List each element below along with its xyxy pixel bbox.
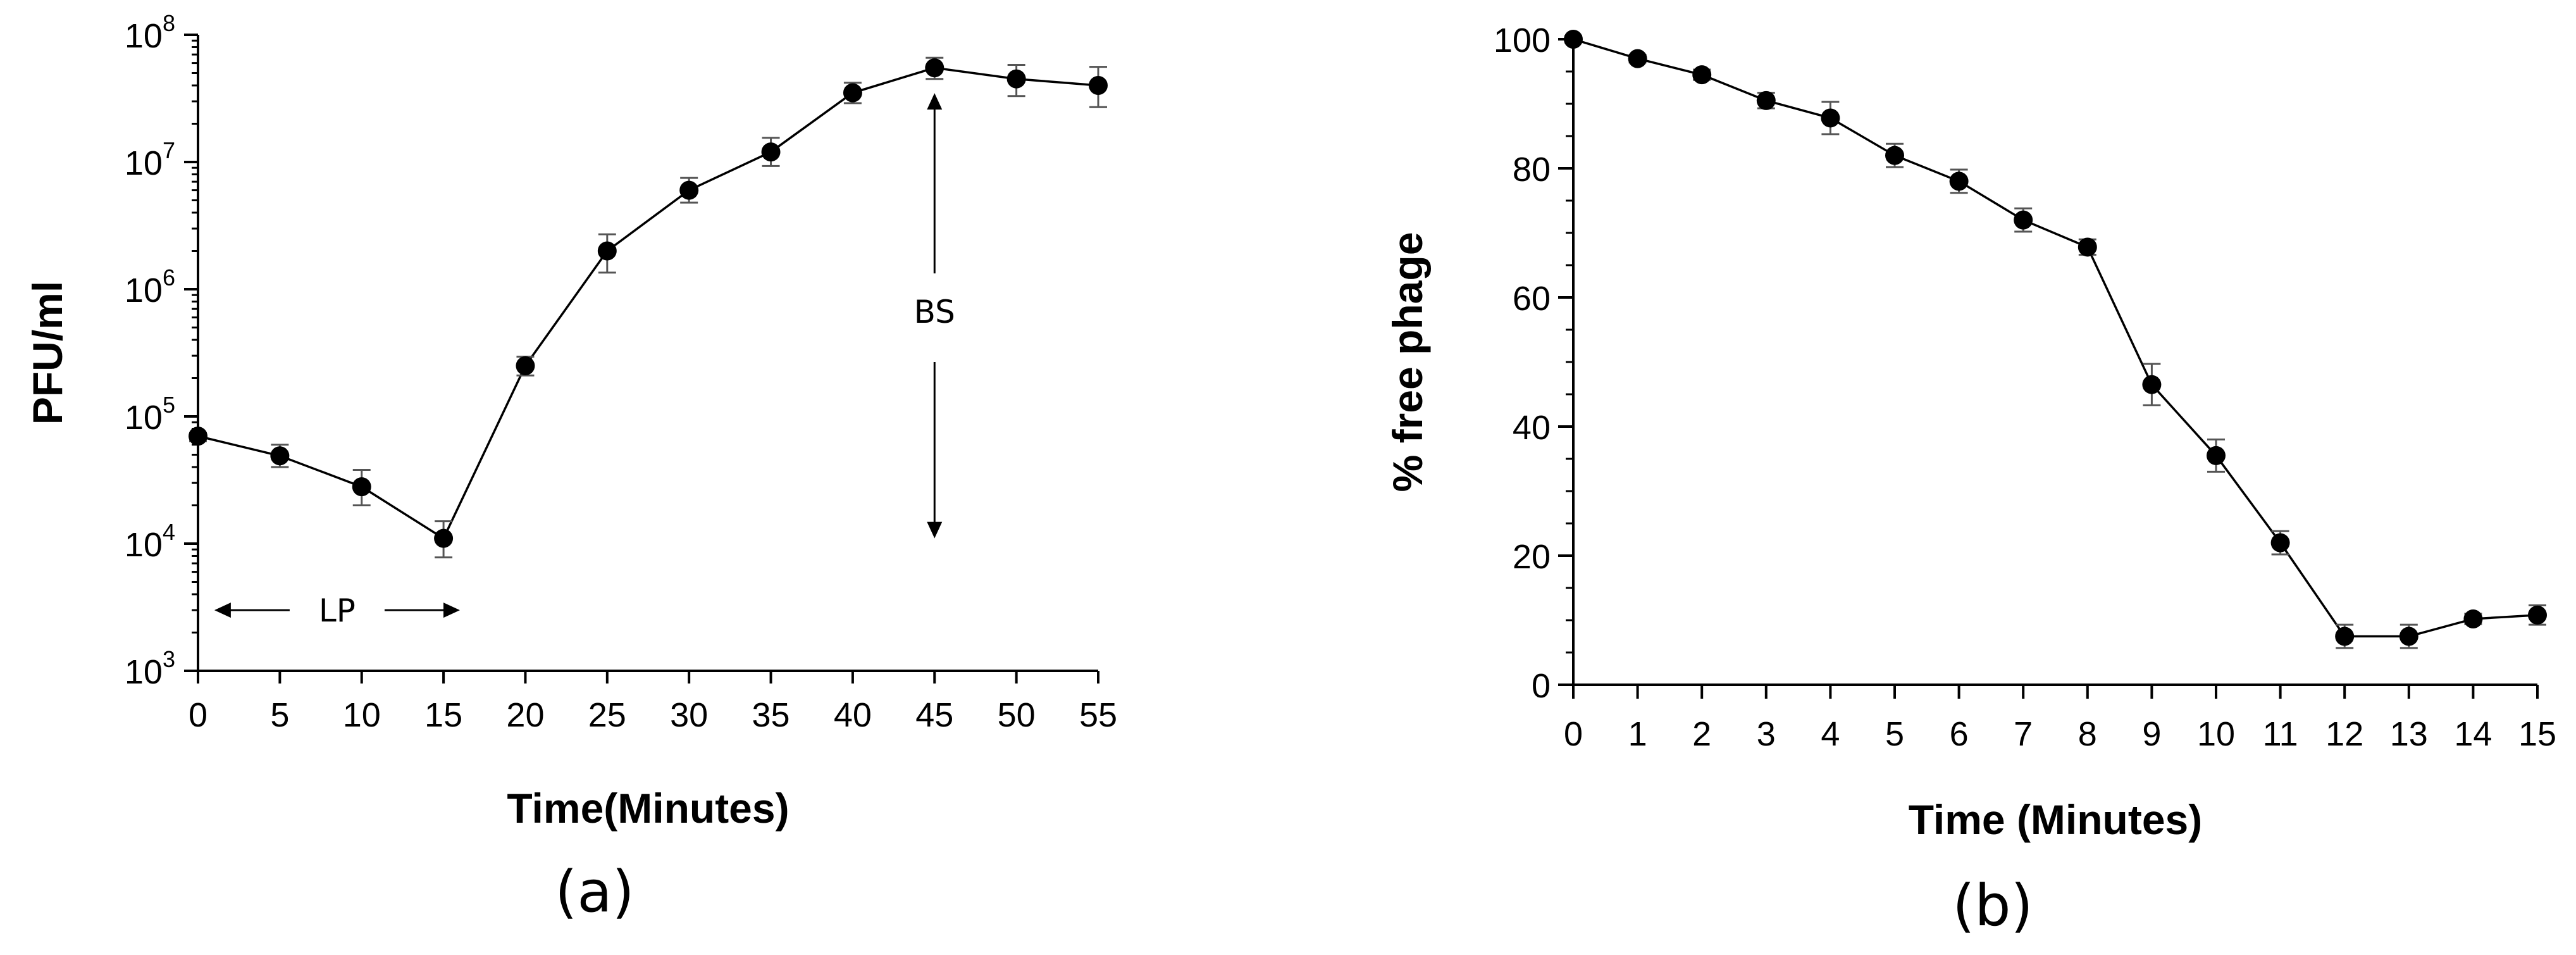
data-point xyxy=(2399,627,2418,646)
data-point xyxy=(352,477,371,497)
y-tick-label: 60 xyxy=(1513,280,1551,318)
x-tick-label: 3 xyxy=(1757,715,1776,753)
x-tick-label: 10 xyxy=(343,696,381,734)
x-tick-label: 2 xyxy=(1692,715,1711,753)
x-tick-label: 45 xyxy=(915,696,953,734)
data-point xyxy=(761,142,781,162)
y-tick-base: 10 xyxy=(125,17,163,55)
lp-arrow-left-head xyxy=(214,602,231,618)
data-point xyxy=(2335,627,2355,646)
bs-annotation-label: BS xyxy=(914,294,955,330)
data-point xyxy=(1006,69,1026,89)
data-point xyxy=(679,180,699,200)
data-point xyxy=(434,528,454,548)
y-tick-base: 10 xyxy=(125,526,163,564)
x-tick-label: 15 xyxy=(424,696,462,734)
data-point xyxy=(1564,30,1583,49)
data-point xyxy=(2207,446,2226,465)
data-point xyxy=(1949,172,1969,191)
x-axis-title: Time(Minutes) xyxy=(507,785,789,832)
data-point xyxy=(1628,49,1647,68)
data-point xyxy=(2528,605,2547,625)
y-tick-base: 10 xyxy=(125,144,163,182)
data-point xyxy=(2014,210,2033,230)
x-tick-label: 0 xyxy=(189,696,207,734)
data-point xyxy=(1821,108,1840,128)
y-tick-label: 107 xyxy=(125,137,175,182)
y-tick-label: 103 xyxy=(125,646,175,691)
y-tick-exponent: 6 xyxy=(163,265,175,290)
x-tick-label: 13 xyxy=(2390,715,2428,753)
x-tick-label: 5 xyxy=(1885,715,1904,753)
data-point xyxy=(1692,65,1712,85)
panel-label-b: (b) xyxy=(1952,873,2033,939)
y-tick-label: 106 xyxy=(125,265,175,309)
y-tick-label: 108 xyxy=(125,10,175,55)
x-tick-label: 25 xyxy=(588,696,626,734)
x-tick-label: 0 xyxy=(1564,715,1583,753)
series-line xyxy=(197,66,1099,540)
data-point xyxy=(2463,609,2483,628)
x-tick-label: 1 xyxy=(1628,715,1647,753)
x-tick-label: 7 xyxy=(2014,715,2033,753)
x-tick-label: 4 xyxy=(1821,715,1840,753)
data-point xyxy=(270,446,290,466)
y-tick-base: 10 xyxy=(125,272,163,309)
bs-arrow-down-head xyxy=(927,521,943,539)
x-tick-label: 14 xyxy=(2454,715,2492,753)
y-tick-label: 100 xyxy=(1494,22,1551,59)
lp-annotation-label: LP xyxy=(319,592,356,629)
bs-arrow-up-head xyxy=(927,93,943,110)
y-tick-exponent: 7 xyxy=(163,137,175,163)
series-line xyxy=(1573,38,2538,638)
y-tick-exponent: 5 xyxy=(163,392,175,418)
y-tick-exponent: 4 xyxy=(163,519,175,545)
panel-label-a: (a) xyxy=(555,859,634,925)
y-tick-label: 104 xyxy=(125,519,175,564)
data-point xyxy=(843,83,862,103)
y-axis-title: PFU/ml xyxy=(24,281,71,425)
y-tick-base: 10 xyxy=(125,399,163,437)
data-point xyxy=(2078,237,2097,257)
data-point xyxy=(2142,375,2162,394)
y-tick-base: 10 xyxy=(125,653,163,691)
y-tick-label: 20 xyxy=(1513,538,1551,576)
x-tick-label: 12 xyxy=(2325,715,2363,753)
data-point xyxy=(1756,91,1776,110)
x-tick-label: 10 xyxy=(2197,715,2235,753)
x-tick-label: 30 xyxy=(670,696,708,734)
x-tick-label: 50 xyxy=(998,696,1036,734)
data-point xyxy=(516,356,535,376)
x-tick-label: 8 xyxy=(2078,715,2097,753)
x-axis-title: Time (Minutes) xyxy=(1909,796,2202,843)
y-tick-label: 0 xyxy=(1532,667,1551,705)
data-point xyxy=(189,427,207,446)
chart-panel-a: 0 5 10 15 20 25 30 35 40 45 50 55103104105106107108… xyxy=(24,10,1117,925)
y-tick-label: 40 xyxy=(1513,409,1551,447)
data-point xyxy=(1885,146,1904,165)
x-tick-label: 40 xyxy=(834,696,872,734)
y-axis-title: % free phage xyxy=(1384,232,1431,492)
x-tick-label: 6 xyxy=(1950,715,1969,753)
data-point xyxy=(1089,75,1108,95)
x-tick-label: 5 xyxy=(270,696,289,734)
x-tick-label: 9 xyxy=(2142,715,2161,753)
y-tick-label: 105 xyxy=(125,392,175,437)
y-tick-exponent: 3 xyxy=(163,646,175,672)
lp-arrow-right-head xyxy=(443,602,460,618)
data-point xyxy=(2270,533,2290,552)
data-point xyxy=(597,241,617,261)
data-point xyxy=(925,58,944,78)
y-tick-exponent: 8 xyxy=(163,10,175,36)
x-tick-label: 55 xyxy=(1079,696,1117,734)
x-tick-label: 35 xyxy=(752,696,790,734)
x-tick-label: 11 xyxy=(2263,715,2298,753)
y-tick-label: 80 xyxy=(1513,151,1551,189)
x-tick-label: 15 xyxy=(2518,715,2556,753)
x-tick-label: 20 xyxy=(506,696,544,734)
